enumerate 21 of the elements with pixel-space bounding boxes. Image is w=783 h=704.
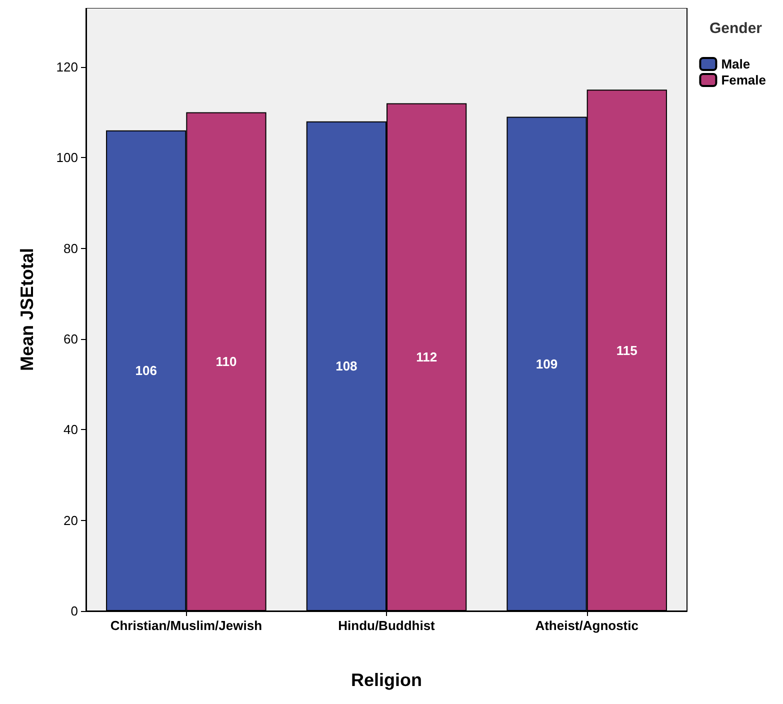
y-tick-label: 60 xyxy=(64,331,78,346)
legend-label: Female xyxy=(721,72,766,88)
data-label: 108 xyxy=(336,358,358,374)
data-label: 115 xyxy=(616,342,638,358)
y-tick-label: 20 xyxy=(64,512,78,528)
x-tick-label: Atheist/Agnostic xyxy=(535,618,638,633)
x-axis-title: Religion xyxy=(351,670,422,690)
y-tick-label: 100 xyxy=(56,150,78,166)
legend-label: Male xyxy=(721,56,750,72)
data-label: 110 xyxy=(216,354,237,370)
x-tick-label: Christian/Muslim/Jewish xyxy=(110,618,262,633)
data-label: 112 xyxy=(416,350,438,365)
y-axis-title: Mean JSEtotal xyxy=(17,248,37,372)
legend-title: Gender xyxy=(709,20,762,37)
y-tick-label: 120 xyxy=(56,59,78,74)
x-tick-label: Hindu/Buddhist xyxy=(338,618,436,633)
data-label: 106 xyxy=(135,363,157,378)
data-label: 109 xyxy=(536,356,558,372)
y-tick-label: 0 xyxy=(70,604,78,618)
y-tick-label: 80 xyxy=(64,240,78,256)
y-tick-label: 40 xyxy=(64,422,78,438)
